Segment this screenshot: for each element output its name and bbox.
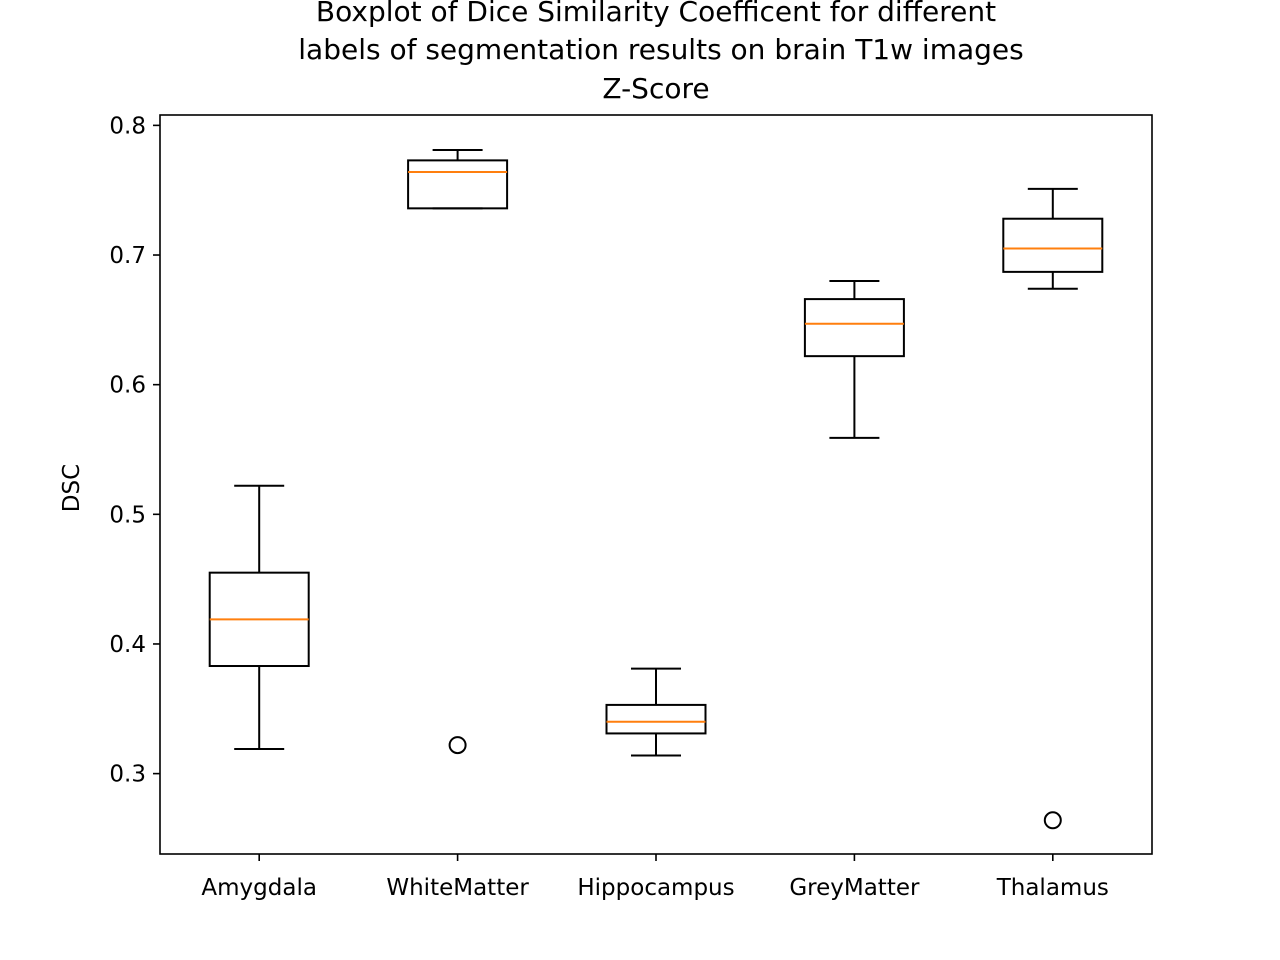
chart-title-line-1: Boxplot of Dice Similarity Coefficent fo…: [316, 0, 996, 28]
plot-area: 0.3 0.4 0.5 0.6 0.7 0.8 Amygdala WhiteMatter Hip…: [109, 113, 1108, 901]
outlier-thalamus-0: [1043, 811, 1062, 830]
x-tick-label-greymatter: GreyMatter: [789, 875, 920, 901]
y-tick-label-2: 0.5: [109, 502, 146, 528]
outlier-whitematter-0: [448, 736, 467, 755]
box-greymatter: [803, 298, 905, 358]
x-tick-label-whitematter: WhiteMatter: [386, 875, 529, 901]
chart-title: Boxplot of Dice Similarity Coefficent fo…: [298, 0, 1023, 105]
x-tick-label-hippocampus: Hippocampus: [577, 875, 734, 901]
x-tick-label-amygdala: Amygdala: [201, 875, 317, 901]
y-tick-label-4: 0.7: [109, 243, 146, 269]
chart-title-line-3: Z-Score: [602, 72, 709, 105]
chart-title-line-2: labels of segmentation results on brain …: [298, 33, 1023, 66]
plot-frame: [159, 114, 1153, 855]
box-thalamus: [1002, 217, 1104, 273]
y-tick-label-1: 0.4: [109, 632, 146, 658]
x-tick-label-thalamus: Thalamus: [996, 875, 1109, 901]
y-tick-label-5: 0.8: [109, 113, 146, 139]
box-hippocampus: [605, 703, 707, 735]
box-whitematter: [407, 159, 509, 210]
y-tick-label-3: 0.6: [109, 373, 146, 399]
y-axis-label: DSC: [59, 464, 85, 512]
y-tick-label-0: 0.3: [109, 762, 146, 788]
